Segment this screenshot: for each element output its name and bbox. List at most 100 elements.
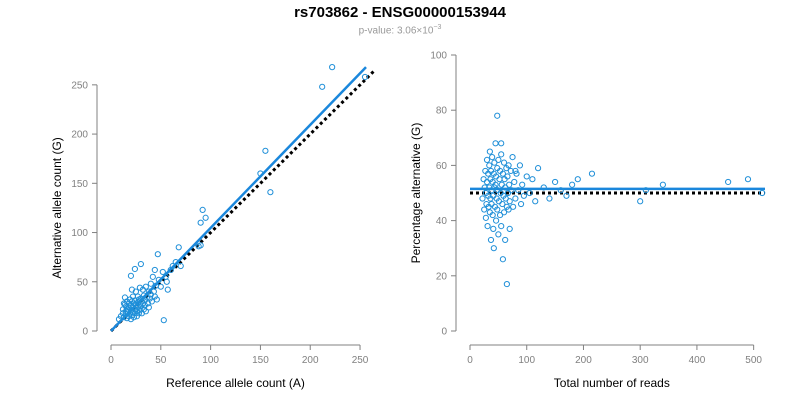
data-point — [759, 189, 766, 197]
data-point — [529, 176, 536, 183]
y-tick-label: 100 — [430, 51, 447, 62]
data-point — [479, 195, 486, 202]
y-tick-label: 150 — [71, 179, 88, 190]
data-point — [490, 225, 497, 232]
data-point — [505, 206, 512, 213]
data-point — [519, 181, 526, 188]
y-tick-label: 50 — [77, 277, 89, 288]
data-point — [503, 280, 510, 288]
data-point — [492, 140, 499, 147]
data-point — [506, 181, 513, 188]
data-point — [512, 195, 519, 202]
data-point — [494, 112, 501, 119]
x-tick-label: 0 — [108, 355, 114, 366]
x-tick-label: 500 — [745, 355, 762, 366]
data-point — [164, 286, 171, 293]
data-point — [500, 159, 508, 166]
data-point — [361, 73, 369, 81]
data-point — [490, 245, 497, 252]
x-tick-label: 100 — [518, 355, 535, 366]
data-point — [157, 283, 164, 290]
data-point — [197, 242, 204, 249]
data-point — [159, 268, 166, 276]
scatter-plot-allele-counts: 0 50 100 150 200 250 0 50 100 150 200 250 Reference … — [50, 64, 377, 390]
data-point — [512, 167, 519, 175]
data-point — [481, 184, 488, 191]
data-point — [637, 198, 644, 205]
x-tick-label: 50 — [155, 355, 167, 366]
x-tick-label: 0 — [467, 355, 473, 366]
y-axis-title: Percentage alternative (G) — [409, 123, 423, 264]
y-tick-label: 250 — [71, 80, 88, 91]
data-point — [515, 187, 522, 194]
data-point — [507, 167, 514, 175]
regression-line — [110, 66, 367, 332]
data-point — [175, 244, 182, 251]
data-point — [482, 214, 489, 221]
data-point — [526, 189, 533, 197]
chart-title: rs703862 - ENSG00000153944 — [294, 4, 506, 21]
data-point — [499, 200, 506, 208]
data-point — [540, 184, 547, 191]
data-point — [120, 300, 128, 307]
x-tick-label: 250 — [352, 355, 369, 366]
data-point — [177, 262, 184, 270]
data-point — [516, 162, 524, 169]
data-point — [127, 272, 135, 279]
data-point — [487, 236, 495, 244]
data-point — [494, 206, 501, 213]
y-tick-label: 200 — [71, 130, 88, 141]
data-point — [659, 181, 666, 188]
data-point — [137, 260, 144, 268]
data-point — [744, 176, 752, 183]
data-point — [169, 262, 176, 270]
data-point — [498, 223, 505, 230]
data-point — [123, 306, 131, 313]
data-point — [484, 223, 491, 230]
data-point — [130, 300, 138, 307]
data-point — [130, 314, 138, 321]
data-point — [506, 225, 513, 232]
data-point — [483, 178, 491, 186]
x-tick-label: 200 — [575, 355, 592, 366]
data-point — [500, 209, 508, 216]
data-point — [489, 211, 496, 219]
x-tick-label: 400 — [689, 355, 706, 366]
data-point — [492, 181, 499, 188]
data-point — [149, 273, 156, 280]
data-point — [147, 280, 154, 287]
y-axis-title: Alternative allele count (G) — [50, 137, 64, 278]
subtitle-exponent: −3 — [433, 24, 442, 31]
data-point — [511, 178, 518, 186]
data-point — [509, 154, 516, 161]
data-point — [257, 170, 264, 177]
data-point — [267, 189, 274, 196]
data-point — [123, 315, 131, 322]
data-point — [569, 181, 576, 188]
data-point — [642, 187, 649, 194]
y-tick-label: 0 — [82, 327, 88, 338]
data-point — [496, 176, 503, 183]
data-point — [142, 308, 149, 315]
data-point — [492, 217, 500, 224]
data-point — [532, 198, 539, 205]
data-point — [199, 206, 206, 213]
data-point — [588, 170, 596, 177]
data-point — [725, 178, 732, 186]
data-point — [502, 236, 509, 244]
data-point — [489, 154, 496, 161]
data-point — [329, 64, 336, 71]
data-point — [495, 156, 502, 163]
y-tick-label: 0 — [441, 327, 447, 338]
x-axis-title: Reference allele count (A) — [166, 376, 305, 390]
data-point — [154, 251, 161, 258]
data-point — [495, 231, 502, 238]
subtitle-prefix: p-value: 3.06×10 — [358, 25, 434, 37]
y-tick-label: 20 — [436, 271, 448, 282]
data-point — [128, 286, 136, 293]
data-point — [510, 203, 517, 210]
data-point — [513, 170, 520, 177]
data-point — [145, 304, 152, 311]
data-point — [574, 176, 581, 183]
data-point — [546, 195, 553, 202]
